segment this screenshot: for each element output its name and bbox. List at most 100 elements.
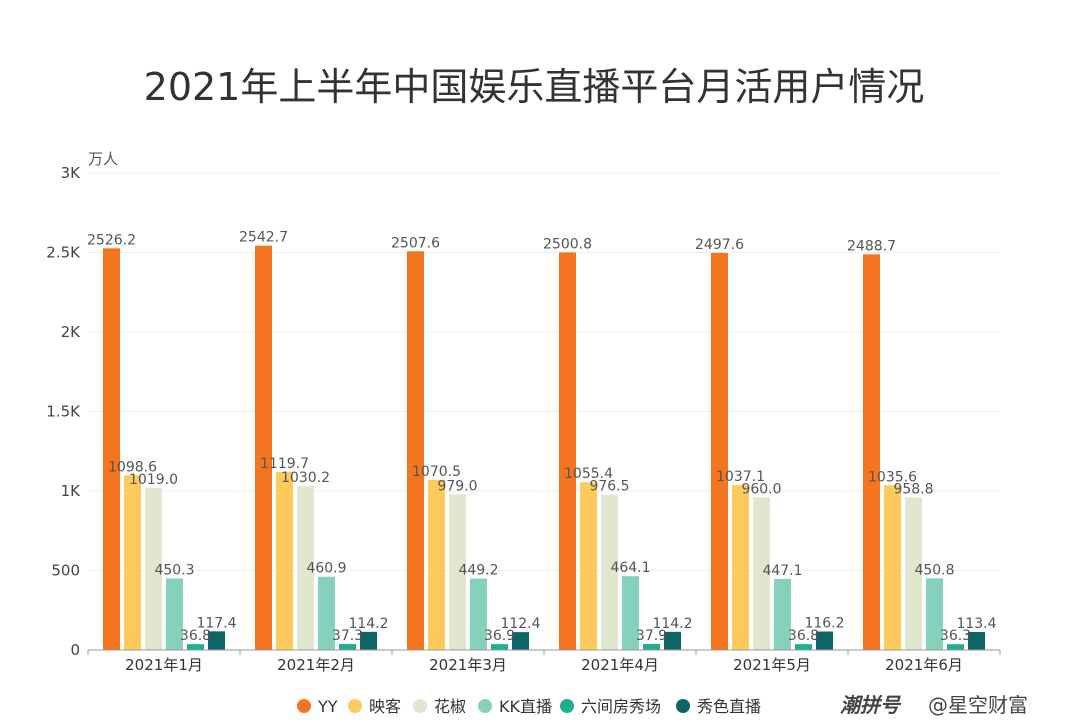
data-label: 36.8 bbox=[180, 628, 211, 644]
data-label: 116.2 bbox=[804, 616, 844, 632]
bar[interactable] bbox=[664, 631, 681, 650]
data-label: 1035.6 bbox=[868, 469, 917, 485]
bar[interactable] bbox=[470, 578, 487, 650]
bar[interactable] bbox=[774, 578, 791, 650]
bar[interactable] bbox=[407, 251, 424, 650]
legend-item[interactable]: 映客 bbox=[348, 697, 401, 716]
legend-item[interactable]: 六间房秀场 bbox=[560, 697, 661, 716]
bar[interactable] bbox=[187, 644, 204, 650]
bar[interactable] bbox=[601, 494, 618, 650]
legend-item[interactable]: YY bbox=[297, 697, 338, 716]
bar[interactable] bbox=[166, 578, 183, 650]
watermark: 潮拼号 @星空财富 bbox=[840, 693, 1028, 717]
bar[interactable] bbox=[145, 487, 162, 650]
bar[interactable] bbox=[318, 576, 335, 650]
data-label: 460.9 bbox=[306, 561, 346, 577]
data-label: 37.3 bbox=[332, 628, 363, 644]
data-label: 1030.2 bbox=[281, 470, 330, 486]
x-tick-label: 2021年1月 bbox=[125, 656, 203, 674]
bar[interactable] bbox=[905, 497, 922, 650]
legend-label: 秀色直播 bbox=[697, 697, 761, 716]
y-axis-unit-label: 万人 bbox=[88, 150, 118, 168]
bar[interactable] bbox=[884, 485, 901, 650]
data-label: 1019.0 bbox=[129, 472, 178, 488]
data-label: 450.8 bbox=[914, 562, 954, 578]
bar[interactable] bbox=[208, 631, 225, 650]
chart-title: 2021年上半年中国娱乐直播平台月活用户情况 bbox=[144, 65, 925, 109]
y-tick-label: 500 bbox=[51, 562, 80, 580]
bars bbox=[103, 245, 985, 651]
bar[interactable] bbox=[816, 631, 833, 650]
legend-label: 映客 bbox=[369, 697, 401, 716]
data-label: 447.1 bbox=[762, 563, 802, 579]
data-label: 2507.6 bbox=[391, 235, 440, 251]
bar[interactable] bbox=[103, 248, 120, 650]
bar[interactable] bbox=[926, 578, 943, 650]
bar[interactable] bbox=[491, 644, 508, 650]
bar[interactable] bbox=[255, 245, 272, 650]
legend-item[interactable]: 花椒 bbox=[413, 697, 466, 716]
bar[interactable] bbox=[360, 631, 377, 650]
data-label: 112.4 bbox=[500, 616, 540, 632]
data-labels: 2526.21098.61019.0450.336.8117.42542.711… bbox=[87, 230, 997, 645]
data-label: 979.0 bbox=[437, 478, 477, 494]
data-label: 2488.7 bbox=[847, 238, 896, 254]
bar[interactable] bbox=[449, 494, 466, 650]
y-tick-label: 2.5K bbox=[46, 244, 81, 262]
y-tick-label: 0 bbox=[70, 641, 80, 659]
bar[interactable] bbox=[580, 482, 597, 650]
bar[interactable] bbox=[276, 471, 293, 650]
watermark-author: @星空财富 bbox=[928, 693, 1028, 717]
x-tick-label: 2021年3月 bbox=[429, 656, 507, 674]
y-axis-ticks: 0 500 1K 1.5K 2K 2.5K 3K bbox=[46, 164, 81, 659]
x-axis-ticks: 2021年1月 2021年2月 2021年3月 2021年4月 2021年5月 2021年… bbox=[87, 650, 1001, 674]
x-tick-label: 2021年5月 bbox=[733, 656, 811, 674]
bar[interactable] bbox=[795, 644, 812, 650]
bar[interactable] bbox=[297, 486, 314, 650]
legend-item[interactable]: KK直播 bbox=[478, 697, 552, 716]
data-label: 464.1 bbox=[610, 560, 650, 576]
watermark-brand: 潮拼号 bbox=[840, 693, 902, 717]
data-label: 114.2 bbox=[652, 616, 692, 632]
gridlines bbox=[88, 172, 1000, 571]
data-label: 450.3 bbox=[154, 562, 194, 578]
bar[interactable] bbox=[339, 644, 356, 650]
legend-item[interactable]: 秀色直播 bbox=[676, 697, 761, 716]
y-tick-label: 2K bbox=[61, 323, 82, 341]
data-label: 1098.6 bbox=[108, 459, 157, 475]
x-tick-label: 2021年6月 bbox=[885, 656, 963, 674]
y-tick-label: 3K bbox=[61, 164, 82, 182]
bar[interactable] bbox=[512, 632, 529, 650]
legend-label: 花椒 bbox=[434, 697, 466, 716]
legend-swatch bbox=[413, 699, 427, 713]
bar[interactable] bbox=[711, 252, 728, 651]
bar[interactable] bbox=[753, 497, 770, 650]
data-label: 36.9 bbox=[484, 628, 515, 644]
data-label: 117.4 bbox=[196, 615, 236, 631]
bar[interactable] bbox=[643, 643, 660, 650]
bar[interactable] bbox=[428, 479, 445, 650]
x-tick-label: 2021年2月 bbox=[277, 656, 355, 674]
y-tick-label: 1K bbox=[61, 482, 82, 500]
bar[interactable] bbox=[559, 252, 576, 650]
bar[interactable] bbox=[732, 485, 749, 650]
data-label: 113.4 bbox=[956, 616, 996, 632]
legend-swatch bbox=[478, 699, 492, 713]
data-label: 36.3 bbox=[940, 628, 971, 644]
data-label: 2500.8 bbox=[543, 236, 592, 252]
legend-swatch bbox=[348, 699, 362, 713]
bar[interactable] bbox=[124, 475, 141, 650]
bar[interactable] bbox=[622, 576, 639, 650]
data-label: 958.8 bbox=[893, 482, 933, 498]
bar[interactable] bbox=[947, 644, 964, 650]
bar[interactable] bbox=[863, 254, 880, 651]
x-tick-label: 2021年4月 bbox=[581, 656, 659, 674]
data-label: 960.0 bbox=[741, 481, 781, 497]
legend-swatch bbox=[676, 699, 690, 713]
legend[interactable]: YY 映客 花椒 KK直播 六间房秀场 秀色直播 bbox=[297, 697, 761, 716]
data-label: 36.8 bbox=[788, 628, 819, 644]
data-label: 2497.6 bbox=[695, 237, 744, 253]
bar[interactable] bbox=[968, 631, 985, 650]
data-label: 1055.4 bbox=[564, 466, 613, 482]
